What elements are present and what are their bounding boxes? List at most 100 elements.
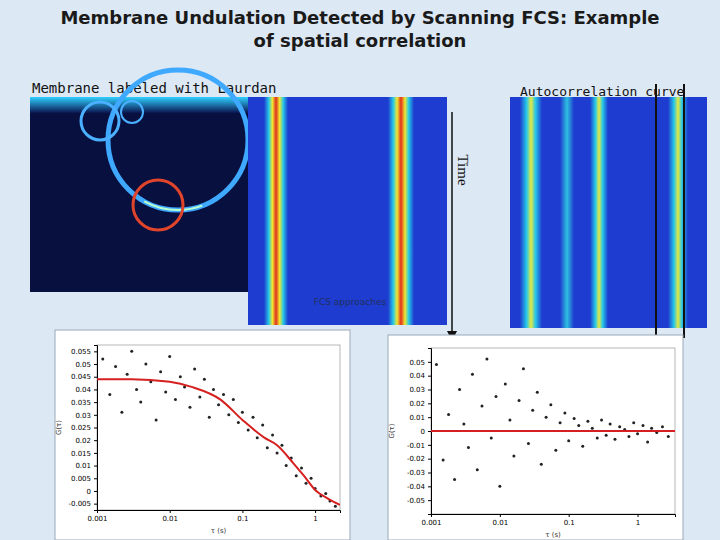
x-tick-label: 0.01 — [493, 519, 509, 527]
y-tick: -0.05 — [407, 497, 431, 505]
data-point — [241, 411, 244, 414]
data-point — [490, 436, 493, 439]
data-point — [237, 421, 240, 424]
image-label: Autocorrelation curve — [520, 84, 685, 99]
y-tick: 0 — [421, 428, 431, 436]
data-point — [188, 406, 191, 409]
y-tick: -0.04 — [407, 483, 431, 491]
data-point — [271, 434, 274, 437]
y-tick-label: -0.01 — [407, 442, 425, 450]
chart: 0.0010.010.11-0.05-0.04-0.03-0.02-0.0100… — [388, 335, 683, 540]
y-tick: -0.03 — [407, 469, 431, 477]
data-point — [485, 358, 488, 361]
x-axis-title: τ (s) — [545, 531, 561, 539]
data-point — [126, 373, 129, 376]
data-point — [135, 388, 138, 391]
correlation-carpet — [510, 97, 707, 328]
y-tick-label: -0.05 — [407, 497, 425, 505]
data-point — [114, 365, 117, 368]
data-point — [498, 485, 501, 488]
y-tick-mark — [428, 473, 431, 474]
y-tick: 0 — [87, 488, 97, 496]
y-axis: -0.05-0.04-0.03-0.02-0.0100.010.020.030.… — [407, 349, 432, 515]
data-point — [442, 459, 445, 462]
data-point — [586, 420, 589, 423]
title-line: Membrane Undulation Detected by Scanning… — [60, 7, 659, 28]
y-tick-label: 0.03 — [409, 386, 425, 394]
data-point — [581, 445, 584, 448]
data-point — [618, 425, 621, 428]
x-axis-title: τ (s) — [211, 527, 227, 535]
y-tick: 0.01 — [409, 414, 431, 422]
data-point — [554, 449, 557, 452]
y-tick-label: 0 — [87, 488, 91, 496]
x-axis-line — [432, 515, 676, 518]
data-point — [467, 446, 470, 449]
y-tick-mark — [428, 403, 431, 404]
plot-marks — [97, 350, 340, 508]
data-point — [591, 427, 594, 430]
y-tick-mark — [94, 491, 97, 492]
data-point — [285, 464, 288, 467]
data-point — [174, 398, 177, 401]
y-tick: 0.025 — [71, 424, 97, 432]
data-point — [567, 439, 570, 442]
y-tick: 0.04 — [409, 372, 431, 380]
data-point — [276, 451, 279, 454]
data-point — [159, 370, 162, 373]
data-point — [305, 482, 308, 485]
x-tick-label: 1 — [313, 515, 317, 523]
y-tick-label: 0.05 — [75, 361, 91, 369]
y-tick: -0.01 — [407, 442, 431, 450]
data-point — [495, 395, 498, 398]
x-tick-label: 1 — [636, 519, 640, 527]
y-tick: 0.055 — [71, 348, 97, 356]
y-tick-mark — [428, 431, 431, 432]
y-tick-mark — [428, 500, 431, 501]
x-tick: 1 — [636, 514, 640, 527]
y-tick-label: -0.02 — [407, 455, 425, 463]
x-axis: 0.0010.010.11 — [87, 510, 340, 523]
data-point — [605, 434, 608, 437]
y-tick-mark — [94, 415, 97, 416]
data-point — [168, 355, 171, 358]
x-tick-label: 0.1 — [237, 515, 248, 523]
slide-canvas: Membrane Undulation Detected by Scanning… — [0, 0, 720, 540]
y-tick-mark — [428, 459, 431, 460]
data-point — [164, 390, 167, 393]
image-band — [30, 97, 248, 113]
data-point — [222, 393, 225, 396]
y-tick-mark — [94, 428, 97, 429]
data-point — [559, 421, 562, 424]
axis-label: Time — [455, 154, 471, 185]
data-point — [203, 378, 206, 381]
data-point — [476, 468, 479, 471]
data-point — [256, 436, 259, 439]
x-tick-label: 0.1 — [564, 519, 575, 527]
y-tick-mark — [94, 377, 97, 378]
y-tick-label: 0.015 — [71, 450, 91, 458]
data-point — [545, 416, 548, 419]
carpet-stripe — [388, 97, 414, 325]
y-tick-mark — [94, 466, 97, 467]
y-tick: 0.05 — [75, 361, 97, 369]
data-point — [531, 409, 534, 412]
chart-frame — [388, 335, 683, 540]
y-tick-mark — [428, 362, 431, 363]
y-tick: 0.03 — [409, 386, 431, 394]
x-tick-label: 0.001 — [87, 515, 107, 523]
y-axis-line — [94, 346, 98, 511]
carpet-bg — [510, 97, 707, 328]
slide-root: Membrane Undulation Detected by Scanning… — [0, 0, 720, 540]
x-tick-mark — [170, 510, 171, 513]
y-tick-label: 0.04 — [75, 386, 91, 394]
y-tick-mark — [94, 364, 97, 365]
plot-frame — [97, 345, 340, 510]
y-tick: 0.02 — [75, 437, 97, 445]
y-tick-label: 0.055 — [71, 348, 91, 356]
x-axis-line — [98, 511, 341, 514]
data-point — [627, 435, 630, 438]
y-tick-mark — [94, 478, 97, 479]
x-tick: 0.001 — [87, 510, 107, 523]
y-tick-label: 0.01 — [75, 462, 91, 470]
